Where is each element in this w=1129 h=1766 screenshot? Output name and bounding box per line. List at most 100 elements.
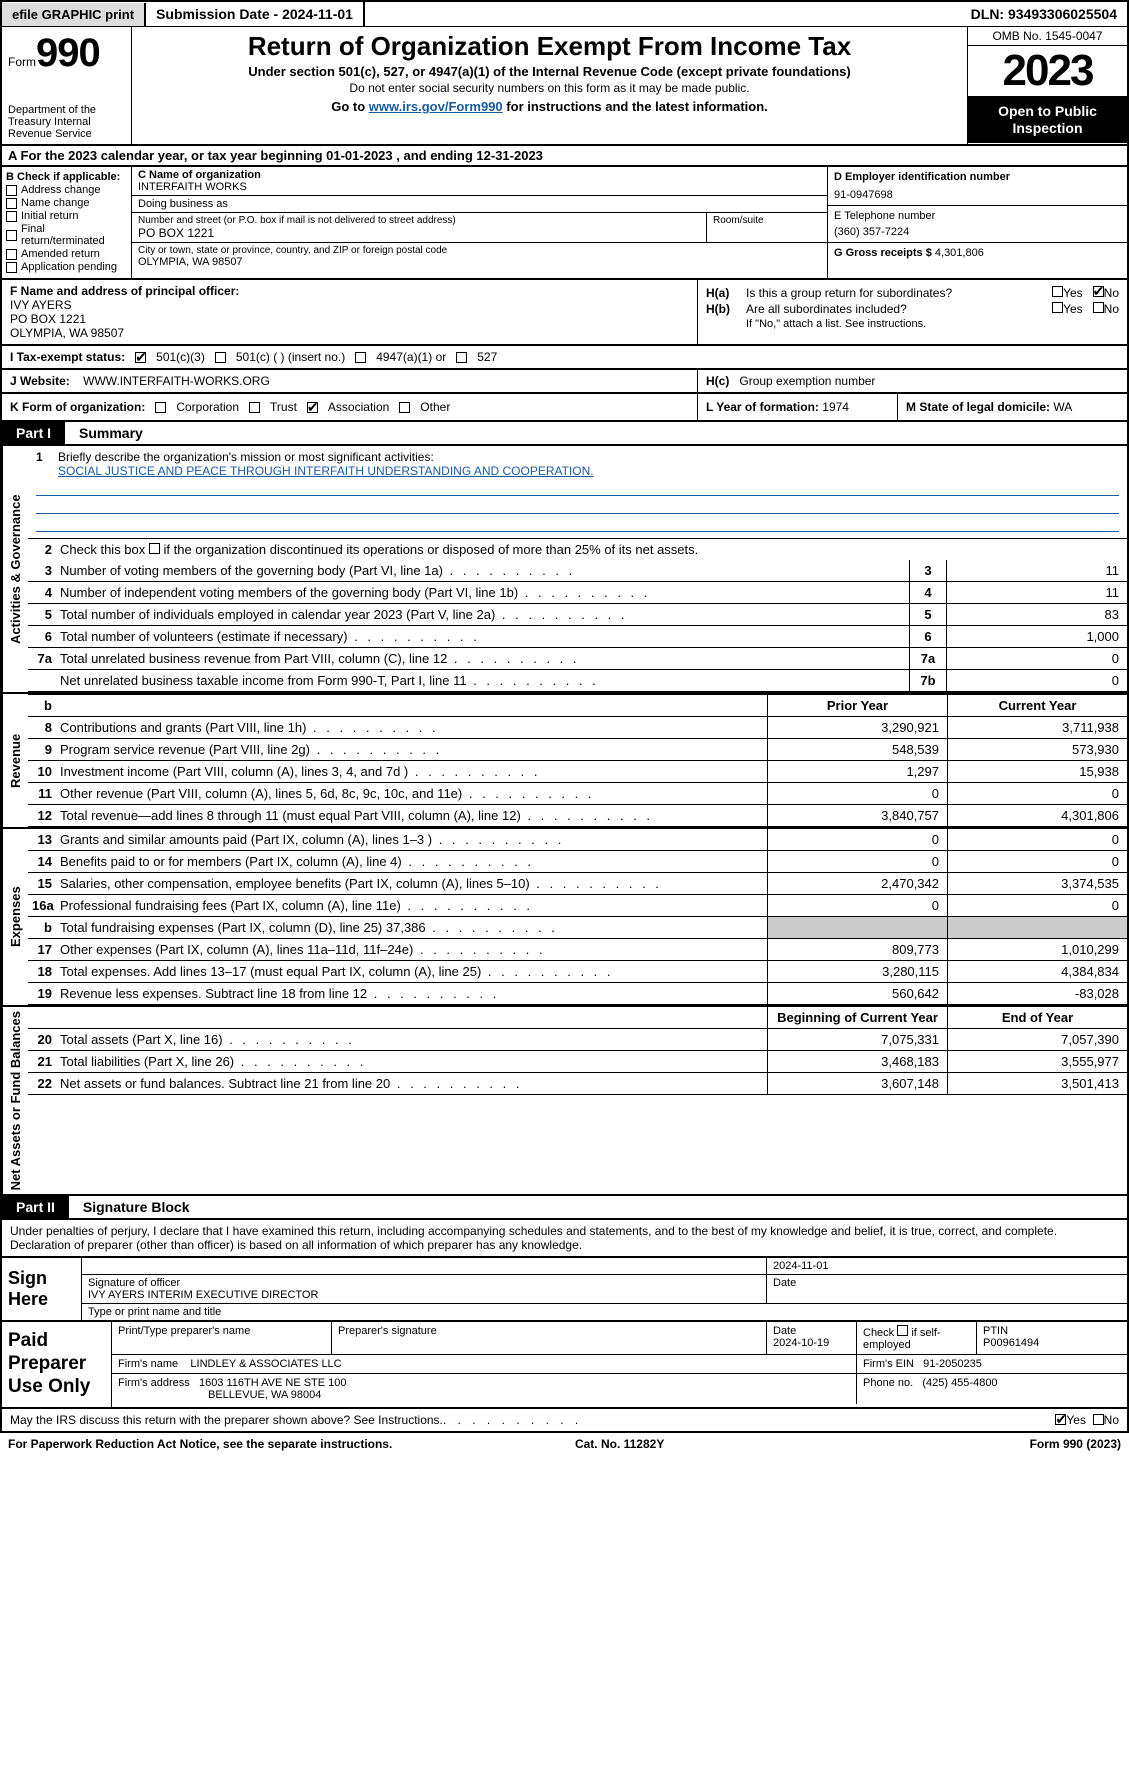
i-label: I Tax-exempt status: <box>10 350 125 364</box>
ptin-value: P00961494 <box>983 1337 1039 1349</box>
checkbox-trust[interactable] <box>249 402 260 413</box>
checkbox-ha-yes[interactable] <box>1052 286 1063 297</box>
line-num: 16a <box>28 895 56 916</box>
line-desc: Benefits paid to or for members (Part IX… <box>56 851 767 872</box>
line-desc: Number of independent voting members of … <box>56 582 909 603</box>
irs-link[interactable]: www.irs.gov/Form990 <box>369 99 503 114</box>
line-current-year: 3,711,938 <box>947 717 1127 738</box>
line-num: 18 <box>28 961 56 982</box>
opt-501c: 501(c) ( ) (insert no.) <box>236 350 345 364</box>
summary-row: 14 Benefits paid to or for members (Part… <box>28 851 1127 873</box>
checkbox-name-change[interactable] <box>6 198 17 209</box>
checkbox-501c[interactable] <box>215 352 226 363</box>
opt-amended-return: Amended return <box>21 248 100 260</box>
checkbox-irs-no[interactable] <box>1093 1414 1104 1425</box>
line-num: 17 <box>28 939 56 960</box>
line-desc: Number of voting members of the governin… <box>56 560 909 581</box>
line-num: 11 <box>28 783 56 804</box>
checkbox-hb-yes[interactable] <box>1052 302 1063 313</box>
line-desc: Net assets or fund balances. Subtract li… <box>56 1073 767 1094</box>
firm-ein: 91-2050235 <box>923 1358 982 1370</box>
d-ein-label: D Employer identification number <box>834 171 1121 183</box>
summary-row: 19 Revenue less expenses. Subtract line … <box>28 983 1127 1005</box>
checkbox-address-change[interactable] <box>6 185 17 196</box>
summary-row: 17 Other expenses (Part IX, column (A), … <box>28 939 1127 961</box>
checkbox-irs-yes[interactable] <box>1055 1414 1066 1425</box>
page-footer: For Paperwork Reduction Act Notice, see … <box>0 1433 1129 1455</box>
org-name: INTERFAITH WORKS <box>138 181 821 193</box>
checkbox-501c3[interactable] <box>135 352 146 363</box>
city-label: City or town, state or province, country… <box>138 245 821 256</box>
summary-row: 13 Grants and similar amounts paid (Part… <box>28 829 1127 851</box>
opt-4947: 4947(a)(1) or <box>376 350 446 364</box>
checkbox-amended-return[interactable] <box>6 249 17 260</box>
efile-print-button[interactable]: efile GRAPHIC print <box>2 3 146 26</box>
part1-expenses: Expenses 13 Grants and similar amounts p… <box>0 829 1129 1007</box>
checkbox-association[interactable] <box>307 402 318 413</box>
part2-header: Part II Signature Block <box>0 1196 1129 1220</box>
line-desc: Total unrelated business revenue from Pa… <box>56 648 909 669</box>
ha-text: Is this a group return for subordinates? <box>746 286 1052 300</box>
hdr-begin-year: Beginning of Current Year <box>767 1007 947 1028</box>
footer-catno: Cat. No. 11282Y <box>575 1437 664 1451</box>
line-desc: Total number of individuals employed in … <box>56 604 909 625</box>
l-value: 1974 <box>822 400 849 414</box>
d-ein-value: 91-0947698 <box>834 189 1121 201</box>
footer-form-word: Form <box>1030 1437 1063 1451</box>
line-desc: Revenue less expenses. Subtract line 18 … <box>56 983 767 1004</box>
footer-form-year: (2023) <box>1086 1437 1121 1451</box>
footer-form-num: 990 <box>1063 1437 1083 1451</box>
checkbox-other[interactable] <box>399 402 410 413</box>
m-value: WA <box>1053 400 1072 414</box>
goto-prefix: Go to <box>331 99 369 114</box>
checkbox-ha-no[interactable] <box>1093 286 1104 297</box>
q2-text: Check this box if the organization disco… <box>56 539 1127 560</box>
summary-row: 12 Total revenue—add lines 8 through 11 … <box>28 805 1127 827</box>
checkbox-initial-return[interactable] <box>6 211 17 222</box>
line-desc: Contributions and grants (Part VIII, lin… <box>56 717 767 738</box>
summary-row: 7a Total unrelated business revenue from… <box>28 648 1127 670</box>
checkbox-self-employed[interactable] <box>897 1325 908 1336</box>
checkbox-discontinued[interactable] <box>149 543 160 554</box>
goto-suffix: for instructions and the latest informat… <box>506 99 767 114</box>
line-num: 8 <box>28 717 56 738</box>
checkbox-527[interactable] <box>456 352 467 363</box>
line-value: 83 <box>947 604 1127 625</box>
summary-row: 11 Other revenue (Part VIII, column (A),… <box>28 783 1127 805</box>
line-desc: Total number of volunteers (estimate if … <box>56 626 909 647</box>
sig-officer-name: IVY AYERS INTERIM EXECUTIVE DIRECTOR <box>88 1289 760 1301</box>
part2-declaration: Under penalties of perjury, I declare th… <box>0 1220 1129 1258</box>
checkbox-4947[interactable] <box>355 352 366 363</box>
prep-date: 2024-10-19 <box>773 1337 829 1349</box>
summary-row: Net unrelated business taxable income fr… <box>28 670 1127 692</box>
checkbox-application-pending[interactable] <box>6 262 17 273</box>
column-f-officer: F Name and address of principal officer:… <box>2 280 697 344</box>
prep-date-hdr: Date <box>773 1325 796 1337</box>
dba-label: Doing business as <box>138 198 821 210</box>
line-current-year: 15,938 <box>947 761 1127 782</box>
irs-yes: Yes <box>1066 1413 1086 1427</box>
summary-row: 4 Number of independent voting members o… <box>28 582 1127 604</box>
street-label: Number and street (or P.O. box if mail i… <box>138 215 700 226</box>
firm-addr-label: Firm's address <box>118 1377 190 1389</box>
ptin-label: PTIN <box>983 1325 1008 1337</box>
checkbox-hb-no[interactable] <box>1093 302 1104 313</box>
part1-governance: Activities & Governance 1 Briefly descri… <box>0 446 1129 694</box>
line-num: 13 <box>28 829 56 850</box>
row-j-website: J Website: WWW.INTERFAITH-WORKS.ORG H(c)… <box>0 370 1129 394</box>
section-bcde: B Check if applicable: Address change Na… <box>0 167 1129 280</box>
line-num: 6 <box>28 626 56 647</box>
dln-number: DLN: 93493306025504 <box>961 2 1127 26</box>
line-current-year: 0 <box>947 829 1127 850</box>
line-current-year: 4,301,806 <box>947 805 1127 826</box>
header-left: Form990 Department of the Treasury Inter… <box>2 27 132 144</box>
irs-discuss-row: May the IRS discuss this return with the… <box>0 1409 1129 1433</box>
line-current-year: 573,930 <box>947 739 1127 760</box>
hb-text: Are all subordinates included? <box>746 302 1052 316</box>
checkbox-final-return[interactable] <box>6 230 17 241</box>
line-prior-year: 3,840,757 <box>767 805 947 826</box>
checkbox-corporation[interactable] <box>155 402 166 413</box>
mission-value[interactable]: SOCIAL JUSTICE AND PEACE THROUGH INTERFA… <box>58 464 594 478</box>
line-num: 3 <box>28 560 56 581</box>
vtab-governance: Activities & Governance <box>2 446 28 692</box>
